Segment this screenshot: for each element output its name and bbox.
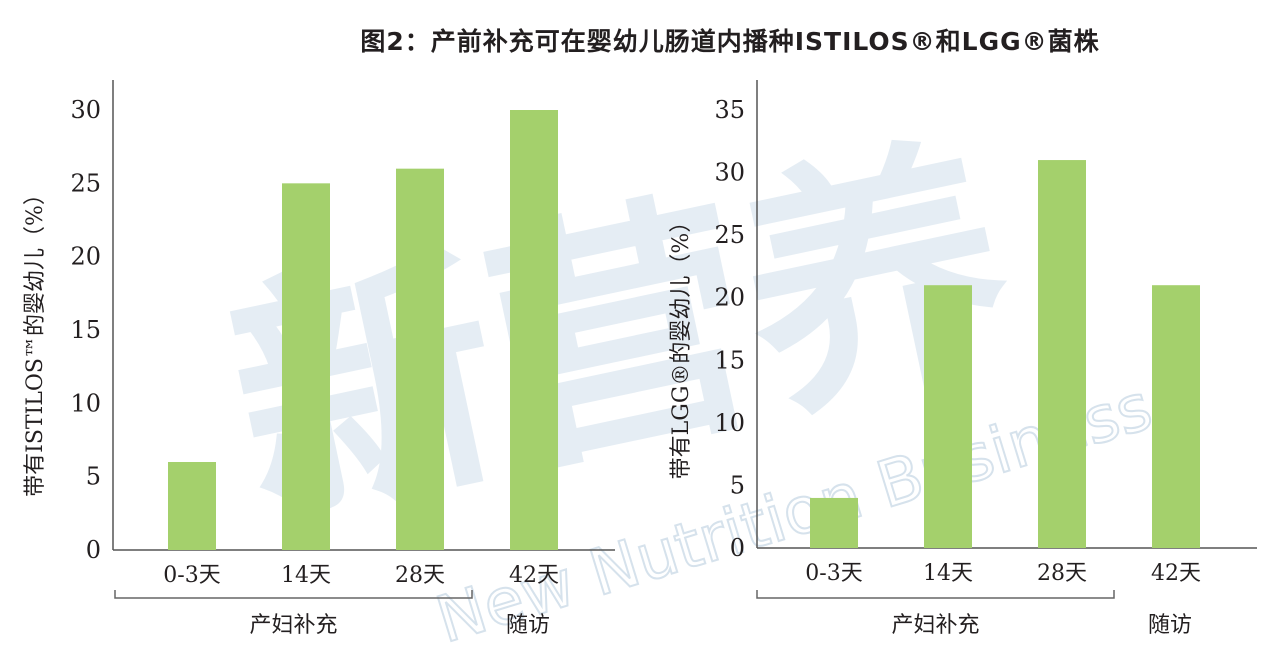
bar-2 <box>282 183 330 551</box>
chart-1: 0 5 10 15 20 25 30 0-3天 14天 28天 42天 带有ISTILOS™的婴幼儿（… <box>23 80 615 638</box>
y-tick-label: 25 <box>714 221 745 249</box>
y-tick-label: 10 <box>714 409 745 437</box>
bar-1 <box>168 462 216 550</box>
x-category-label: 42天 <box>509 563 559 588</box>
y-tick-label: 0 <box>86 536 101 564</box>
y-tick-label: 20 <box>714 284 745 312</box>
y-tick-label: 25 <box>70 169 101 197</box>
y-tick-label: 35 <box>714 96 745 124</box>
group-label-supplement: 产妇补充 <box>249 613 337 638</box>
bar-4 <box>510 110 558 550</box>
bar-1 <box>810 497 858 548</box>
y-tick-label: 30 <box>714 159 745 187</box>
x-category-label: 28天 <box>395 563 445 588</box>
x-category-label: 0-3天 <box>805 561 862 586</box>
y-tick-label: 0 <box>730 534 745 562</box>
bar-3 <box>1038 160 1086 549</box>
x-category-label: 42天 <box>1151 561 1201 586</box>
y-tick-label: 30 <box>70 96 101 124</box>
y-tick-label: 20 <box>70 243 101 271</box>
group-bracket <box>756 590 1115 599</box>
bar-4 <box>1152 285 1200 548</box>
x-category-label: 14天 <box>923 561 973 586</box>
y-tick-label: 5 <box>86 463 101 491</box>
group-label-supplement: 产妇补充 <box>891 613 979 638</box>
x-category-label: 14天 <box>281 563 331 588</box>
x-category-label: 0-3天 <box>163 563 220 588</box>
chart-title: 图2：产前补充可在婴幼儿肠道内播种ISTILOS®和LGG®菌株 <box>360 27 1100 56</box>
y-axis-label: 带有LGG®的婴幼儿（%） <box>669 211 694 480</box>
group-bracket <box>114 590 473 599</box>
group-label-followup: 随访 <box>1148 613 1192 638</box>
x-category-label: 28天 <box>1037 561 1087 586</box>
y-tick-label: 10 <box>70 389 101 417</box>
y-tick-label: 15 <box>70 316 101 344</box>
y-axis-label: 带有ISTILOS™的婴幼儿（%） <box>23 183 48 497</box>
bar-3 <box>396 168 444 550</box>
group-label-followup: 随访 <box>506 613 550 638</box>
bar-2 <box>924 285 972 548</box>
chart-2: 0 5 10 15 20 25 30 35 0-3天 14天 28天 42天 带有LGG®的婴幼儿（%）… <box>669 80 1257 638</box>
y-tick-label: 5 <box>730 471 745 499</box>
y-tick-label: 15 <box>714 346 745 374</box>
